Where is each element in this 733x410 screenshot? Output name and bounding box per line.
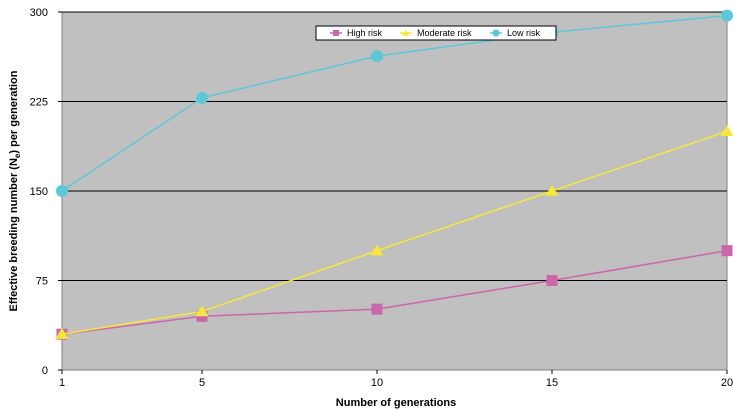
x-axis-title: Number of generations: [336, 397, 456, 409]
y-axis-title-main: Effective breeding number (N: [8, 158, 20, 311]
data-point: [195, 305, 209, 317]
data-point: [721, 245, 733, 257]
legend-label: High risk: [347, 28, 383, 38]
legend-marker: [492, 29, 500, 37]
data-point: [55, 327, 69, 339]
data-point: [196, 91, 208, 104]
data-point: [545, 184, 559, 196]
legend: High risk Moderate risk Low risk: [315, 25, 557, 41]
legend-item: Low risk: [490, 28, 541, 38]
x-tick-label: 1: [59, 377, 65, 389]
gridlines: [62, 11, 727, 281]
y-axis-title-end: ) per generation: [8, 70, 20, 153]
data-point: [721, 9, 733, 22]
y-tick-label: 300: [30, 7, 48, 19]
y-axis-title: Effective breeding number (Ne) per gener…: [8, 70, 22, 311]
series-moderate-risk: [55, 125, 733, 339]
legend-label: Low risk: [507, 28, 541, 38]
x-tick-label: 15: [546, 377, 558, 389]
legend-marker: [333, 30, 339, 36]
y-axis-title-subscript: e: [13, 153, 22, 158]
x-axis-ticks: 1 5 10 15 20: [59, 370, 733, 389]
data-point: [196, 310, 208, 322]
legend-item: Moderate risk: [400, 28, 472, 38]
data-point: [720, 125, 733, 137]
y-tick-label: 75: [36, 276, 48, 288]
y-tick-label: 225: [30, 97, 48, 109]
data-point: [371, 50, 383, 63]
data-point: [546, 275, 558, 286]
y-tick-label: 0: [42, 365, 48, 377]
legend-label: Moderate risk: [417, 28, 472, 38]
y-tick-label: 150: [30, 186, 48, 198]
legend-marker: [402, 29, 410, 36]
data-point: [370, 244, 384, 256]
legend-item: High risk: [330, 28, 383, 38]
x-tick-label: 20: [721, 377, 733, 389]
x-tick-label: 5: [199, 377, 205, 389]
data-point: [371, 303, 383, 315]
x-tick-label: 10: [371, 377, 383, 389]
data-point: [56, 185, 68, 197]
